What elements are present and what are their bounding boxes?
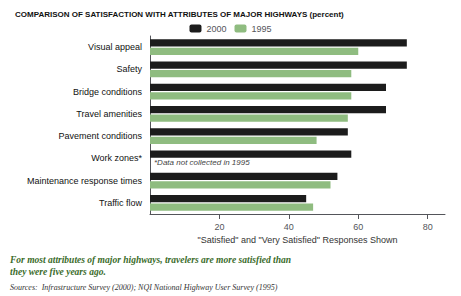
- svg-text:Sources: Infrastructure Surve: Sources: Infrastructure Survey (2000); N…: [10, 283, 278, 292]
- svg-text:1995: 1995: [252, 24, 272, 34]
- svg-text:Maintenance response times: Maintenance response times: [27, 176, 143, 186]
- svg-text:For most attributes of major h: For most attributes of major highways, t…: [9, 255, 291, 265]
- svg-text:Visual appeal: Visual appeal: [88, 42, 142, 52]
- svg-text:Travel amenities: Travel amenities: [76, 109, 142, 119]
- svg-text:20: 20: [214, 222, 224, 232]
- svg-text:40: 40: [284, 222, 294, 232]
- svg-text:2000: 2000: [206, 24, 226, 34]
- svg-text:Pavement conditions: Pavement conditions: [58, 131, 142, 141]
- svg-text:*Data not collected in 1995: *Data not collected in 1995: [154, 158, 250, 167]
- svg-text:60: 60: [353, 222, 363, 232]
- svg-text:they were five years ago.: they were five years ago.: [10, 267, 106, 277]
- svg-text:Safety: Safety: [116, 64, 142, 74]
- svg-text:COMPARISON OF SATISFACTION WIT: COMPARISON OF SATISFACTION WITH ATTRIBUT…: [15, 10, 344, 19]
- svg-text:Traffic flow: Traffic flow: [99, 198, 143, 208]
- svg-text:"Satisfied" and "Very Satisfie: "Satisfied" and "Very Satisfied" Respons…: [198, 235, 398, 245]
- svg-text:Bridge conditions: Bridge conditions: [73, 87, 143, 97]
- svg-text:80: 80: [423, 222, 433, 232]
- svg-text:Work zones*: Work zones*: [91, 153, 142, 163]
